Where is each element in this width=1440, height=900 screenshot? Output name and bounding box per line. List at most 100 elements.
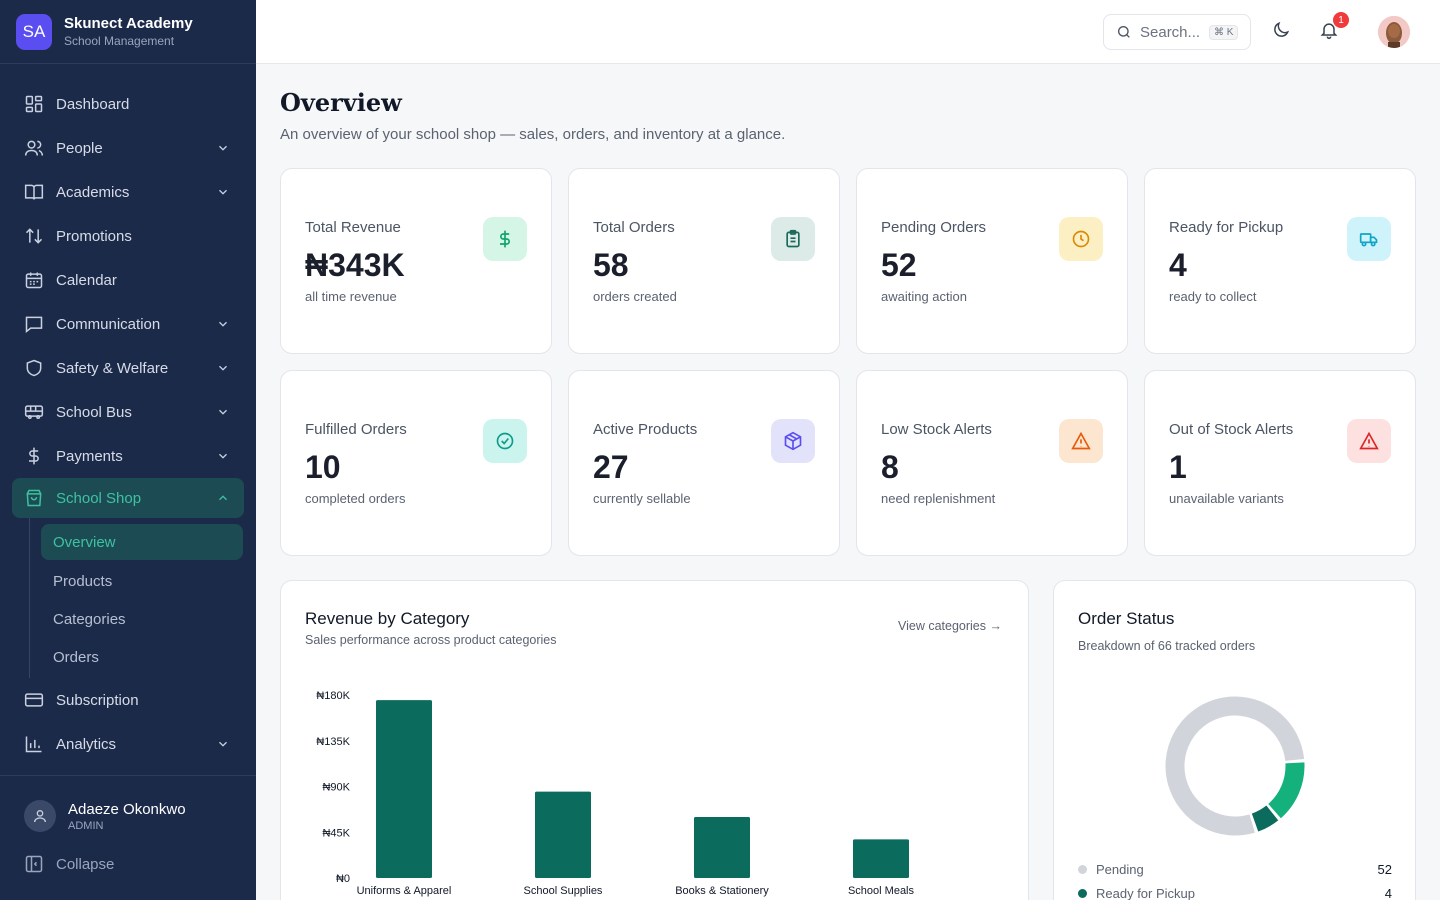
sidebar-item-promotions[interactable]: Promotions	[0, 214, 256, 258]
x-tick-label: Books & Stationery	[675, 885, 769, 897]
sidebar-item-school-shop[interactable]: School Shop	[12, 478, 244, 518]
view-categories-label: View categories	[898, 619, 987, 633]
sidebar-item-calendar[interactable]: Calendar	[0, 258, 256, 302]
school-shop-subnav: Overview Products Categories Orders	[29, 518, 256, 678]
chevron-down-icon	[216, 361, 230, 379]
stat-value: 1	[1169, 449, 1187, 485]
stat-value: ₦343K	[305, 247, 405, 283]
search-placeholder: Search...	[1140, 23, 1201, 41]
order-status-panel: Order Status Breakdown of 66 tracked ord…	[1053, 580, 1416, 900]
truck-icon	[1347, 217, 1391, 261]
sidebar-item-people[interactable]: People	[0, 126, 256, 170]
sidebar-item-label: Communication	[56, 315, 161, 333]
sidebar-item-label: Dashboard	[56, 95, 130, 113]
subnav-item-products[interactable]: Products	[53, 572, 113, 590]
sidebar-item-school-bus[interactable]: School Bus	[0, 390, 256, 434]
subnav-item-categories[interactable]: Categories	[53, 610, 126, 628]
sidebar-item-dashboard[interactable]: Dashboard	[0, 82, 256, 126]
y-tick-label: ₦45K	[322, 827, 350, 839]
stat-label: Total Orders	[593, 219, 675, 236]
sidebar-footer: Adaeze Okonkwo ADMIN Collapse	[0, 775, 256, 874]
shopping-bag-icon	[24, 488, 44, 508]
sidebar-nav: Dashboard People Academics Promotions Ca…	[0, 64, 256, 766]
stat-label: Pending Orders	[881, 219, 987, 236]
stat-label: Out of Stock Alerts	[1169, 421, 1294, 438]
page-subtitle: An overview of your school shop — sales,…	[280, 126, 786, 143]
sidebar-item-safety-welfare[interactable]: Safety & Welfare	[0, 346, 256, 390]
subnav-item-overview[interactable]: Overview	[41, 524, 243, 560]
sidebar-item-label: School Bus	[56, 403, 132, 421]
x-tick-label: School Supplies	[524, 885, 603, 897]
bus-icon	[24, 402, 44, 422]
stat-label: Ready for Pickup	[1169, 219, 1284, 236]
stat-note: ready to collect	[1169, 289, 1257, 304]
search-input[interactable]: Search... ⌘ K	[1103, 14, 1251, 50]
y-tick-label: ₦135K	[316, 736, 350, 748]
sidebar-item-subscription[interactable]: Subscription	[0, 678, 256, 722]
stat-note: awaiting action	[881, 289, 967, 304]
brand-subtitle: School Management	[64, 34, 175, 48]
stat-card-low-stock-alerts: Low Stock Alerts 8 need replenishment	[856, 370, 1128, 556]
stat-card-ready-for-pickup: Ready for Pickup 4 ready to collect	[1144, 168, 1416, 354]
legend-item-pending: Pending 52	[1078, 862, 1392, 877]
sidebar-item-communication[interactable]: Communication	[0, 302, 256, 346]
sidebar: SA Skunect Academy School Management Das…	[0, 0, 256, 900]
bar-0	[376, 700, 432, 878]
bar-3	[853, 839, 909, 878]
package-icon	[771, 419, 815, 463]
clock-icon	[1059, 217, 1103, 261]
stat-value: 8	[881, 449, 899, 485]
subnav-item-orders[interactable]: Orders	[53, 648, 99, 666]
stat-card-total-revenue: Total Revenue ₦343K all time revenue	[280, 168, 552, 354]
sidebar-item-academics[interactable]: Academics	[0, 170, 256, 214]
chevron-down-icon	[216, 317, 230, 335]
clipboard-icon	[771, 217, 815, 261]
dollar-icon	[24, 446, 44, 466]
stat-value: 4	[1169, 247, 1187, 283]
sidebar-item-payments[interactable]: Payments	[0, 434, 256, 478]
stat-note: orders created	[593, 289, 677, 304]
panel-subtitle: Sales performance across product categor…	[305, 633, 557, 647]
legend-dot	[1078, 865, 1087, 874]
alert-triangle-icon	[1347, 419, 1391, 463]
legend-value: 4	[1384, 886, 1392, 900]
bar-chart-icon	[24, 734, 44, 754]
x-tick-label: School Meals	[848, 885, 915, 897]
sidebar-item-label: Payments	[56, 447, 123, 465]
chevron-down-icon	[216, 185, 230, 203]
alert-triangle-icon	[1059, 419, 1103, 463]
stat-note: unavailable variants	[1169, 491, 1284, 506]
sidebar-item-label: Subscription	[56, 691, 139, 709]
chevron-down-icon	[216, 405, 230, 423]
chevron-down-icon	[216, 141, 230, 159]
chevron-down-icon	[216, 449, 230, 467]
revenue-by-category-panel: Revenue by Category Sales performance ac…	[280, 580, 1029, 900]
sidebar-item-label: Safety & Welfare	[56, 359, 169, 377]
stat-card-total-orders: Total Orders 58 orders created	[568, 168, 840, 354]
y-tick-label: ₦90K	[322, 782, 350, 794]
sidebar-item-analytics[interactable]: Analytics	[0, 722, 256, 766]
legend-label: Ready for Pickup	[1096, 886, 1195, 900]
bell-icon[interactable]	[1319, 20, 1339, 40]
legend-label: Pending	[1096, 862, 1144, 877]
stat-card-pending-orders: Pending Orders 52 awaiting action	[856, 168, 1128, 354]
stat-note: need replenishment	[881, 491, 996, 506]
brand[interactable]: SA Skunect Academy School Management	[0, 0, 256, 64]
user-profile[interactable]: Adaeze Okonkwo ADMIN	[0, 776, 256, 832]
stat-value: 58	[593, 247, 629, 283]
credit-card-icon	[24, 690, 44, 710]
collapse-button[interactable]: Collapse	[0, 832, 256, 874]
sidebar-item-label: People	[56, 139, 103, 157]
panel-title: Order Status	[1078, 609, 1175, 628]
stat-note: completed orders	[305, 491, 406, 506]
stat-card-active-products: Active Products 27 currently sellable	[568, 370, 840, 556]
arrows-updown-icon	[24, 226, 44, 246]
stat-card-fulfilled-orders: Fulfilled Orders 10 completed orders	[280, 370, 552, 556]
y-tick-label: ₦0	[336, 873, 350, 885]
calendar-icon	[24, 270, 44, 290]
legend-value: 52	[1377, 862, 1392, 877]
dark-mode-toggle-icon[interactable]	[1271, 20, 1291, 40]
profile-avatar[interactable]	[1378, 16, 1410, 48]
view-categories-link[interactable]: View categories →	[898, 619, 1002, 633]
sidebar-collapse-icon	[24, 854, 44, 874]
